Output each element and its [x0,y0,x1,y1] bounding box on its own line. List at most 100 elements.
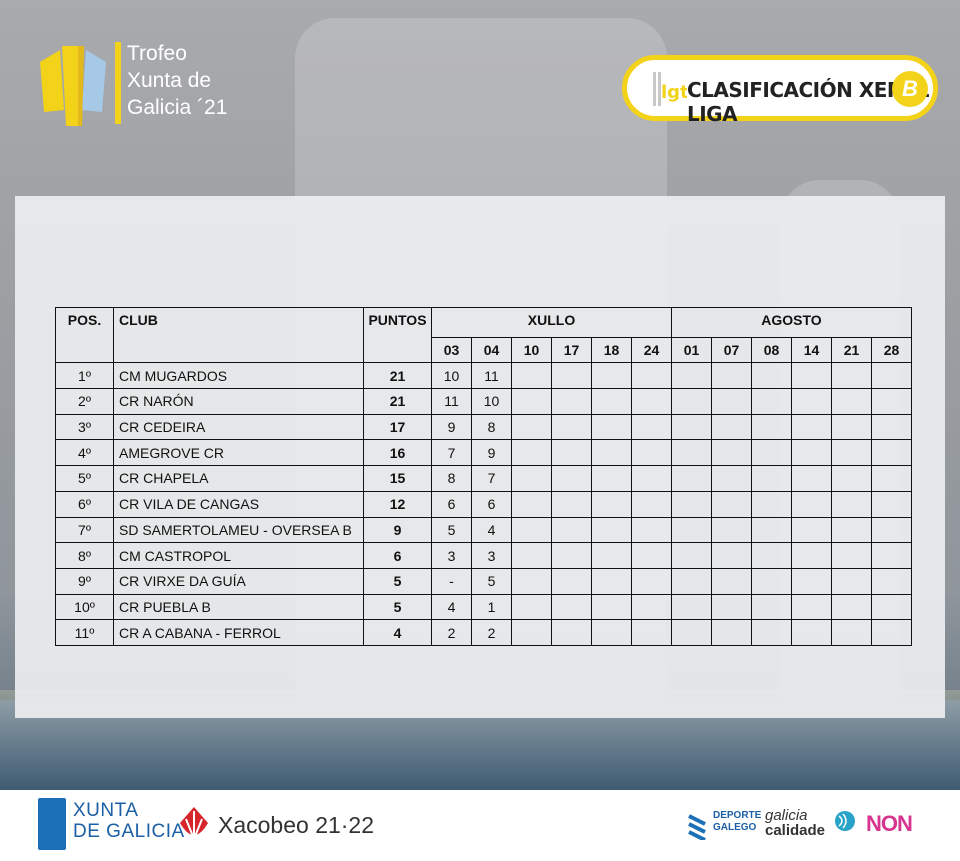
deporte-galego-text: DEPORTE GALEGO [713,810,761,834]
row-result-empty [711,567,752,595]
row-result-empty [591,542,632,569]
day-header: 07 [711,336,752,364]
row-position: 6º [55,490,114,518]
row-result-empty [591,413,632,441]
row-result-empty [671,542,712,569]
row-result-empty [631,516,672,544]
row-result-empty [591,388,632,415]
row-result-empty [751,490,792,518]
row-result-03: 7 [431,439,472,467]
row-result-empty [791,542,832,569]
badge-letter: B [892,71,928,107]
row-result-empty [511,593,552,621]
row-points: 6 [363,542,432,569]
row-result-empty [751,567,792,595]
row-result-empty [551,516,592,544]
row-club: AMEGROVE CR [113,439,364,467]
row-result-empty [831,465,872,492]
table-row: 4º AMEGROVE CR 16 7 9 [55,439,912,467]
row-points: 17 [363,413,432,441]
row-result-04: 11 [471,362,512,390]
row-result-03: - [431,567,472,595]
row-result-empty [791,516,832,544]
trophy-line-1: Trofeo [127,42,187,65]
row-result-04: 1 [471,593,512,621]
row-result-empty [671,362,712,390]
row-result-04: 4 [471,516,512,544]
row-result-empty [871,439,912,467]
header-club: CLUB [113,306,364,364]
row-result-03: 5 [431,516,472,544]
standings-table: POS. CLUB PUNTOS XULLO AGOSTO 03 04 10 17 18… [55,306,912,646]
row-club: CR VILA DE CANGAS [113,490,364,518]
row-points: 5 [363,567,432,595]
row-result-empty [831,542,872,569]
row-result-empty [831,388,872,415]
row-result-04: 5 [471,567,512,595]
row-result-03: 2 [431,619,472,646]
deporte-galego-icon [688,814,706,840]
table-row: 3º CR CEDEIRA 17 9 8 [55,413,912,441]
row-result-empty [631,490,672,518]
row-result-empty [511,619,552,646]
row-result-empty [751,593,792,621]
row-result-empty [551,388,592,415]
row-result-empty [831,567,872,595]
non-logo: NON [866,811,913,836]
footer [0,790,960,861]
row-result-empty [671,388,712,415]
row-result-empty [751,388,792,415]
row-result-empty [791,362,832,390]
row-result-empty [831,439,872,467]
row-result-empty [751,619,792,646]
xunta-shield-icon [38,798,66,850]
row-result-empty [671,567,712,595]
gc-line-1: galicia [765,807,808,824]
row-result-empty [511,388,552,415]
row-result-empty [751,516,792,544]
row-result-empty [871,388,912,415]
row-result-03: 9 [431,413,472,441]
row-result-empty [871,567,912,595]
row-result-04: 2 [471,619,512,646]
row-result-empty [591,439,632,467]
svg-text:lgt: lgt [661,82,687,103]
row-result-empty [591,465,632,492]
row-result-04: 9 [471,439,512,467]
day-header: 28 [871,336,912,364]
row-club: CR VIRXE DA GUÍA [113,567,364,595]
row-club: CR CEDEIRA [113,413,364,441]
row-result-03: 4 [431,593,472,621]
row-result-empty [671,593,712,621]
row-position: 7º [55,516,114,544]
trophy-title: Trofeo Xunta de Galicia ´21 [127,40,247,121]
row-result-04: 8 [471,413,512,441]
row-result-empty [511,542,552,569]
row-result-empty [591,619,632,646]
row-result-empty [631,593,672,621]
row-points: 4 [363,619,432,646]
row-result-empty [871,542,912,569]
row-result-empty [551,593,592,621]
header-agosto: AGOSTO [671,307,912,338]
row-position: 4º [55,439,114,467]
day-header: 14 [791,336,832,364]
row-result-empty [631,567,672,595]
row-result-empty [671,619,712,646]
row-result-empty [791,567,832,595]
table-row: 6º CR VILA DE CANGAS 12 6 6 [55,490,912,518]
row-result-empty [511,413,552,441]
row-result-03: 6 [431,490,472,518]
row-result-empty [871,619,912,646]
row-result-empty [871,593,912,621]
row-result-empty [511,362,552,390]
row-result-empty [551,542,592,569]
row-result-empty [871,516,912,544]
row-club: CR A CABANA - FERROL [113,619,364,646]
xunta-logo-text: XUNTA DE GALICIA [73,800,185,842]
row-result-empty [751,465,792,492]
day-header: 01 [671,336,712,364]
xacobeo-shell-icon [180,807,208,840]
